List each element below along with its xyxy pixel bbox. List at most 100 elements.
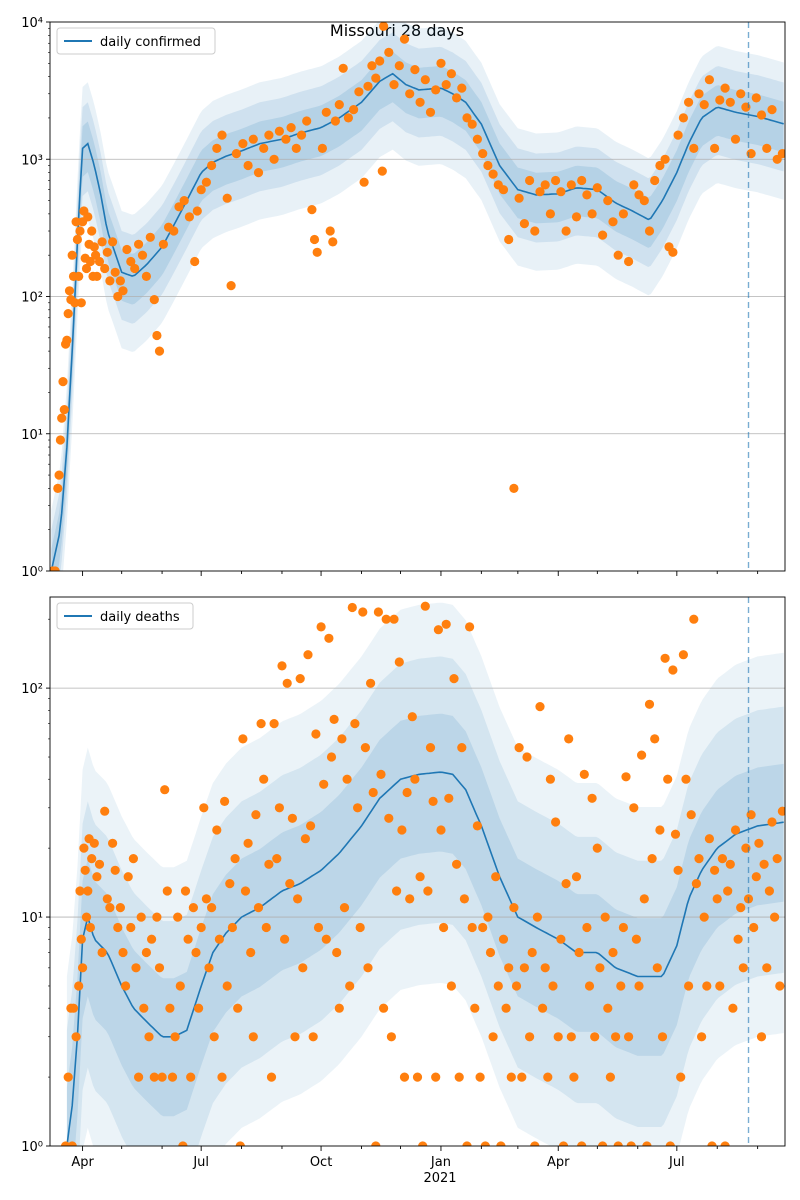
observed-point [392, 886, 402, 896]
observed-point [122, 244, 132, 255]
observed-point [286, 123, 296, 133]
observed-point [723, 886, 733, 896]
observed-point [100, 806, 110, 816]
observed-point [261, 922, 271, 933]
observed-point [566, 1032, 576, 1042]
observed-point [488, 169, 498, 179]
observed-point [312, 247, 322, 257]
observed-point [123, 872, 133, 882]
observed-point [256, 719, 266, 729]
observed-point [363, 81, 373, 91]
observed-point [199, 803, 209, 813]
observed-point [582, 922, 592, 933]
y-tick-label: 10² [21, 682, 43, 697]
legend-label: daily deaths [100, 610, 180, 625]
observed-point [300, 834, 310, 844]
observed-point [83, 212, 93, 222]
observed-point [415, 97, 425, 107]
legend: daily confirmed [56, 27, 216, 55]
observed-point [204, 963, 214, 973]
observed-point [535, 702, 545, 712]
observed-point [483, 160, 493, 171]
observed-point [226, 281, 236, 291]
observed-point [551, 817, 561, 827]
observed-point [277, 661, 287, 671]
observed-point [214, 934, 224, 944]
observed-point [144, 1032, 154, 1042]
observed-point [280, 934, 290, 944]
y-tick-label: 10³ [21, 153, 43, 168]
observed-point [530, 1141, 540, 1146]
observed-point [152, 912, 162, 922]
observed-point [629, 803, 639, 813]
observed-point [399, 34, 410, 44]
observed-point [183, 934, 193, 944]
observed-point [170, 1032, 180, 1042]
observed-point [190, 256, 200, 267]
observed-point [762, 143, 772, 153]
observed-point [668, 665, 678, 675]
observed-point [574, 947, 584, 958]
observed-point [363, 963, 373, 973]
observed-point [321, 107, 331, 117]
observed-point [375, 56, 385, 66]
observed-point [472, 821, 482, 831]
observed-point [269, 719, 279, 729]
observed-point [381, 614, 391, 624]
observed-point [660, 154, 670, 164]
observed-point [397, 825, 407, 835]
observed-point [217, 1072, 227, 1082]
observed-point [436, 825, 446, 835]
observed-point [325, 226, 335, 236]
observed-point [772, 854, 782, 864]
observed-point [367, 61, 377, 71]
observed-point [446, 69, 456, 79]
observed-point [379, 1003, 389, 1013]
observed-point [332, 947, 342, 958]
observed-point [600, 912, 610, 922]
observed-point [50, 566, 60, 571]
observed-point [624, 1032, 634, 1042]
plot-area [50, 22, 785, 571]
observed-point [373, 607, 383, 617]
observed-point [121, 981, 131, 991]
observed-point [720, 1141, 730, 1146]
x-tick-label: Jul [668, 1155, 685, 1170]
x-tick-label: Apr [547, 1155, 570, 1170]
observed-point [76, 298, 86, 308]
observed-point [269, 154, 279, 164]
observed-point [149, 295, 159, 305]
observed-point [751, 93, 761, 103]
deaths-panel: 10⁰ 10¹ 10² Apr Jul Oct Jan Apr Jul daily deaths [21, 596, 786, 1170]
observed-point [329, 714, 339, 725]
observed-point [519, 963, 530, 973]
observed-point [527, 947, 537, 958]
observed-point [770, 912, 780, 922]
observed-point [201, 894, 211, 904]
observed-point [564, 734, 574, 744]
observed-point [710, 865, 720, 875]
y-tick-label: 10¹ [21, 428, 43, 443]
observed-point [74, 981, 84, 991]
observed-point [67, 250, 77, 260]
observed-point [587, 209, 597, 219]
observed-point [509, 903, 519, 913]
observed-point [579, 769, 589, 780]
y-tick-label: 10² [21, 291, 43, 306]
observed-point [137, 250, 148, 260]
observed-point [759, 859, 769, 869]
observed-point [110, 267, 120, 277]
observed-point [449, 674, 459, 684]
observed-point [501, 1003, 511, 1013]
observed-point [225, 879, 235, 889]
observed-point [126, 256, 136, 267]
observed-point [608, 947, 618, 958]
observed-point [287, 813, 297, 823]
observed-point [420, 601, 430, 611]
observed-point [62, 335, 72, 345]
observed-point [217, 130, 227, 140]
observed-point [377, 166, 387, 176]
observed-point [483, 912, 493, 922]
observed-point [110, 865, 120, 875]
observed-point [175, 981, 185, 991]
